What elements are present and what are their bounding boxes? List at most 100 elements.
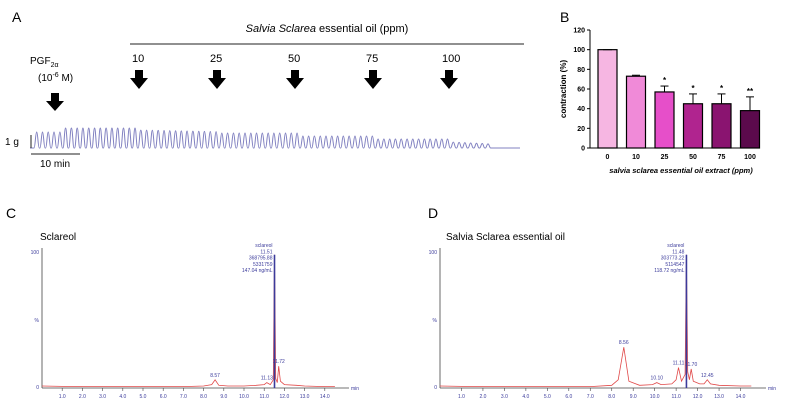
panel-d: D Salvia Sclarea essential oil 100% 0 1.0 2…	[428, 205, 776, 400]
dose-label-50: 50	[288, 53, 300, 65]
bar-ytick-label-40: 40	[577, 106, 585, 113]
significance-25: *	[663, 76, 667, 85]
dose-arrow-75	[364, 70, 382, 89]
chrom-c-xtick-label-6.0: 6.0	[160, 394, 167, 400]
chrom-d-xtick-label-11.0: 11.0	[671, 394, 681, 400]
bar-75	[711, 103, 732, 149]
chrom-c-xtick-label-13.0: 13.0	[300, 394, 310, 400]
bar-0	[597, 49, 618, 149]
chrom-c-trace	[41, 254, 335, 387]
chrom-d-xtick-label-3.0: 3.0	[501, 394, 508, 400]
bar-xtick-label-50: 50	[689, 154, 697, 161]
agonist-conc: (10-6 M)	[38, 72, 73, 84]
chrom-d-xtick-label-1.0: 1.0	[458, 394, 465, 400]
chrom-d-y-label-mid: %	[433, 318, 438, 324]
dose-label-100: 100	[442, 53, 460, 65]
panel-label-d: D	[428, 205, 438, 221]
panel-label-b: B	[560, 9, 569, 25]
chrom-d-xtick-label-9.0: 9.0	[630, 394, 637, 400]
dose-label-10: 10	[132, 53, 144, 65]
dose-arrow-10	[130, 70, 148, 89]
dose-group: 10 25 50 75 100	[130, 53, 460, 89]
chrom-c-y-label-bottom: 0	[36, 385, 39, 391]
chrom-c-xtick-label-4.0: 4.0	[119, 394, 126, 400]
bar-xtick-label-0: 0	[606, 154, 610, 161]
chrom-d-peak-label-10.10: 10.10	[651, 376, 664, 382]
chrom-c-xtick-label-7.0: 7.0	[180, 394, 187, 400]
bar-ytick-label-60: 60	[577, 87, 585, 94]
agonist-sub: 2α	[51, 62, 59, 69]
force-scale-label: 1 g	[5, 137, 19, 148]
panel-label-c: C	[6, 205, 16, 221]
chrom-c-xtick-label-11.0: 11.0	[260, 394, 270, 400]
chrom-c-xtick-label-9.0: 9.0	[220, 394, 227, 400]
panel-c: C Sclareol 100% 0 1.0 2.0 3.0 4.0 5.0 6.0 7.0 8.0…	[6, 205, 359, 400]
chrom-d-y-label-top: 100	[429, 250, 438, 256]
trace-title-rest: essential oil (ppm)	[316, 23, 408, 35]
significance-75: *	[720, 84, 724, 93]
dose-arrow-25	[208, 70, 226, 89]
chromatogram-c-title: Sclareol	[40, 232, 76, 243]
chrom-c-xtick-label-8.0: 8.0	[200, 394, 207, 400]
chrom-d-xtick-label-2.0: 2.0	[479, 394, 486, 400]
chrom-d-xtick-label-7.0: 7.0	[587, 394, 594, 400]
agonist-conc-pre: (10	[38, 73, 53, 84]
chrom-c-y-label-top: 100	[31, 250, 40, 256]
chrom-c-peak-label-8.57: 8.57	[210, 373, 220, 379]
bar-ytick-label-80: 80	[577, 67, 585, 74]
chrom-c-peak-label-11.72: 11.72	[273, 359, 285, 365]
chrom-c-xtick-label-1.0: 1.0	[59, 394, 66, 400]
chrom-d-xtick-label-14.0: 14.0	[736, 394, 746, 400]
bar-xtick-label-75: 75	[718, 154, 726, 161]
dose-label-75: 75	[366, 53, 378, 65]
chromatogram-d-title: Salvia Sclarea essential oil	[446, 232, 565, 243]
chrom-d-peak-conc: 118.72 ng/mL	[654, 268, 684, 274]
chrom-d-peak-height: 5114547	[665, 262, 684, 268]
bar-10	[625, 75, 647, 149]
chrom-c-xtick-label-10.0: 10.0	[239, 394, 249, 400]
agonist-conc-exp: -6	[52, 72, 58, 79]
chrom-d-xtick-label-8.0: 8.0	[608, 394, 615, 400]
dose-arrow-100	[440, 70, 458, 89]
chrom-c-xtick-label-14.0: 14.0	[320, 394, 330, 400]
chrom-d-xtick-label-10.0: 10.0	[650, 394, 660, 400]
chrom-c-peak-rt: 11.51	[260, 249, 272, 255]
chrom-c-peak-label-11.13: 11.13	[261, 376, 273, 382]
chrom-d-xtick-label-5.0: 5.0	[544, 394, 551, 400]
agonist-arrow	[46, 93, 64, 111]
chrom-c-x-unit: min	[351, 386, 359, 392]
chrom-d-x-unit: min	[768, 386, 776, 392]
significance-50: *	[691, 84, 695, 93]
trace-title-italic: Salvia Sclarea	[246, 23, 316, 35]
bar-xtick-label-100: 100	[744, 154, 756, 161]
panel-a: A Salvia Sclarea essential oil (ppm) PGF…	[5, 9, 524, 170]
dose-arrow-50	[286, 70, 304, 89]
bar-50	[682, 103, 704, 149]
chrom-c-xtick-label-3.0: 3.0	[99, 394, 106, 400]
agonist-label: PGF2α	[30, 56, 59, 69]
panel-b: B 0 20 40 60 80 100 120 contraction (%) 0 10 * 25 * 5…	[559, 9, 761, 175]
contraction-trace	[30, 127, 520, 149]
bar-100	[739, 110, 761, 149]
agonist-base: PGF	[30, 56, 51, 67]
chrom-d-peak-label-11.11: 11.11	[673, 361, 685, 367]
chromatogram-c: 100% 0 1.0 2.0 3.0 4.0 5.0 6.0 7.0 8.0 9.0 10.0 11.0…	[31, 243, 360, 400]
bar-xtick-label-10: 10	[632, 154, 640, 161]
chrom-d-y-label-bottom: 0	[434, 385, 437, 391]
significance-100: **	[747, 87, 754, 96]
trace-title: Salvia Sclarea essential oil (ppm)	[246, 23, 409, 35]
chrom-c-y-label-mid: %	[35, 318, 40, 324]
chrom-c-peak-height: 5331759	[253, 262, 273, 268]
bar-ytick-label-20: 20	[577, 126, 585, 133]
bar-ytick-label-120: 120	[573, 28, 585, 35]
bar-xtick-label-25: 25	[661, 154, 669, 161]
chrom-d-peak-rt: 11.48	[672, 249, 684, 255]
chromatogram-d: 100% 0 1.0 2.0 3.0 4.0 5.0 6.0 7.0 8.0 9.0 10.0 11.0…	[429, 243, 777, 400]
chrom-d-trace	[439, 254, 752, 387]
bar-25	[654, 91, 675, 149]
chrom-d-xtick-label-6.0: 6.0	[565, 394, 572, 400]
bar-ytick-label-0: 0	[581, 146, 585, 153]
chrom-c-xtick-label-12.0: 12.0	[280, 394, 290, 400]
chrom-d-xtick-label-13.0: 13.0	[714, 394, 724, 400]
